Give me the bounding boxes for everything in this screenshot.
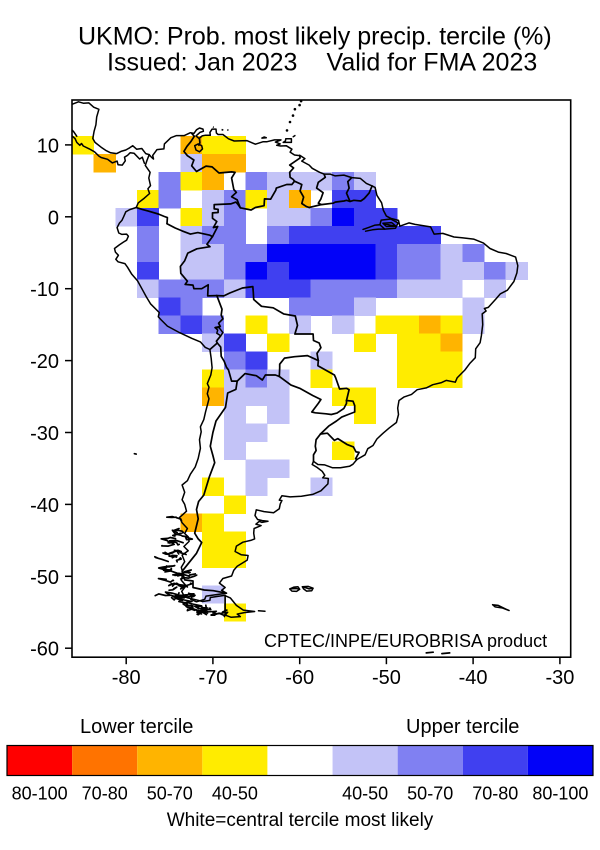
- svg-text:70-80: 70-80: [472, 784, 518, 804]
- svg-text:-30: -30: [545, 667, 574, 689]
- svg-text:80-100: 80-100: [12, 784, 68, 804]
- svg-text:40-50: 40-50: [342, 784, 388, 804]
- svg-text:10: 10: [37, 135, 59, 157]
- svg-text:-20: -20: [30, 351, 59, 373]
- svg-text:-80: -80: [112, 667, 141, 689]
- svg-text:-40: -40: [459, 667, 488, 689]
- svg-text:-10: -10: [30, 279, 59, 301]
- svg-text:White=central tercile most lik: White=central tercile most likely: [167, 810, 434, 831]
- svg-text:-50: -50: [30, 567, 59, 589]
- svg-text:40-50: 40-50: [212, 784, 258, 804]
- svg-text:UKMO: Prob. most likely precip: UKMO: Prob. most likely precip. tercile …: [78, 23, 552, 51]
- svg-text:-60: -60: [285, 667, 314, 689]
- svg-text:-60: -60: [30, 639, 59, 661]
- svg-text:-30: -30: [30, 423, 59, 445]
- svg-text:-50: -50: [372, 667, 401, 689]
- svg-text:50-70: 50-70: [407, 784, 453, 804]
- svg-text:70-80: 70-80: [82, 784, 128, 804]
- svg-text:CPTEC/INPE/EUROBRISA product: CPTEC/INPE/EUROBRISA product: [264, 631, 547, 651]
- svg-text:Lower tercile: Lower tercile: [80, 716, 193, 738]
- svg-text:0: 0: [48, 207, 59, 229]
- svg-text:Issued: Jan 2023: Issued: Jan 2023: [107, 49, 297, 77]
- svg-text:Upper tercile: Upper tercile: [406, 716, 519, 738]
- svg-text:Valid for FMA 2023: Valid for FMA 2023: [327, 49, 538, 77]
- svg-text:-70: -70: [198, 667, 227, 689]
- svg-text:50-70: 50-70: [147, 784, 193, 804]
- svg-text:-40: -40: [30, 495, 59, 517]
- svg-text:80-100: 80-100: [532, 784, 588, 804]
